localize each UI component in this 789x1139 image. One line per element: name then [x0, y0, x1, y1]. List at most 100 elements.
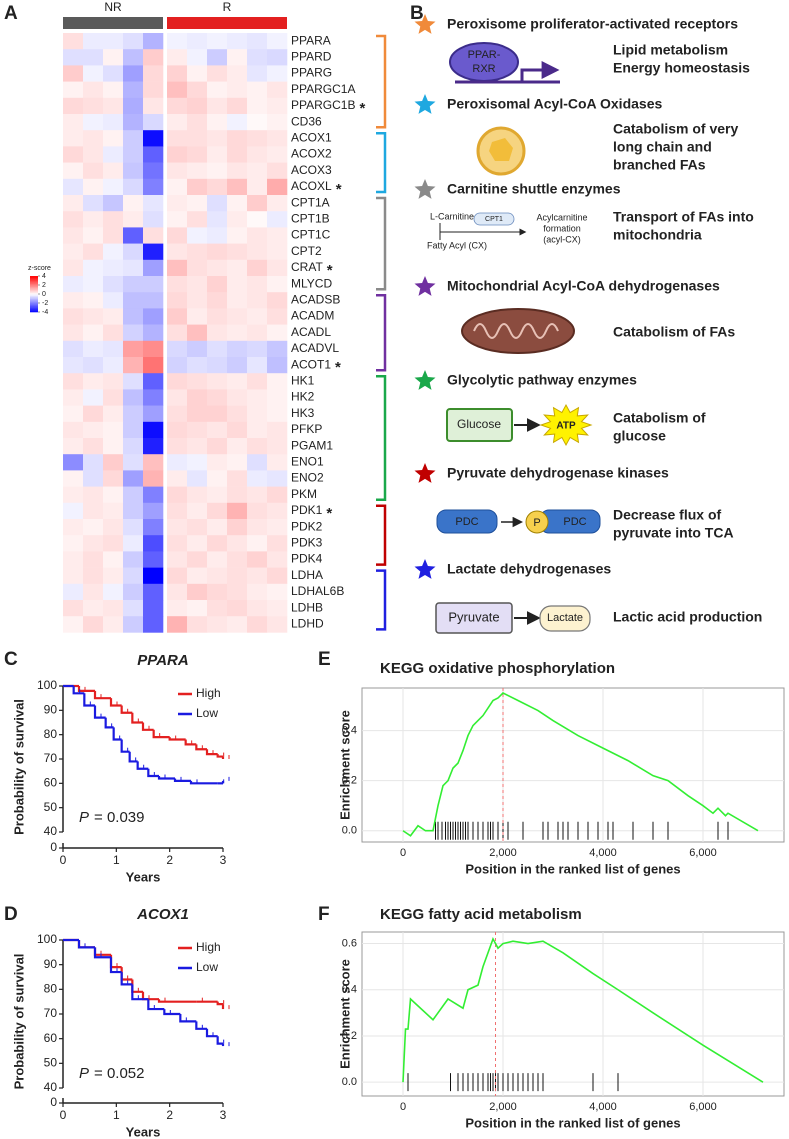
y-tick-label: 0.4 — [342, 984, 357, 996]
y-tick-label: 80 — [44, 982, 58, 996]
heatmap-cell — [83, 114, 104, 131]
heatmap-cell — [103, 421, 124, 439]
heatmap-cell — [207, 178, 228, 196]
heatmap-cell — [83, 292, 104, 309]
heatmap-cell — [103, 81, 124, 99]
heatmap-cell — [187, 470, 208, 487]
heatmap-cell — [207, 600, 228, 617]
heatmap-cell — [103, 551, 124, 568]
heatmap-cell — [143, 551, 164, 568]
heatmap-cell — [207, 340, 228, 358]
heatmap-cell — [227, 130, 248, 147]
colorbar-step — [30, 292, 38, 295]
section-title: Mitochondrial Acyl-CoA dehydrogenases — [447, 278, 720, 294]
colorbar-step — [30, 298, 38, 301]
heatmap-cell — [247, 259, 268, 277]
icon-text: CPT1 — [485, 216, 503, 223]
heatmap-cell — [247, 486, 268, 504]
y-tick-label: 0.2 — [342, 1030, 357, 1042]
survival-step — [168, 737, 186, 741]
heatmap-cell — [247, 243, 268, 261]
heatmap-cell — [167, 340, 188, 358]
heatmap-cell — [207, 502, 228, 520]
heatmap-cell — [123, 600, 144, 617]
heatmap-cell — [83, 421, 104, 439]
survival-step — [216, 1001, 223, 1006]
heatmap-cell — [63, 502, 84, 520]
survival-step — [112, 727, 122, 741]
colorbar-step — [30, 279, 38, 281]
survival-step — [120, 705, 133, 714]
heatmap-cell — [247, 114, 268, 131]
heatmap-cell — [267, 195, 288, 212]
heatmap-cell — [143, 502, 164, 520]
heatmap-cell — [123, 535, 144, 552]
heatmap-cell — [207, 519, 228, 536]
heatmap-cell — [227, 502, 248, 520]
heatmap-cell — [187, 324, 208, 342]
icon-text: Glucose — [457, 417, 501, 431]
row-label: ACOX3 — [291, 163, 332, 177]
heatmap-cell — [267, 227, 288, 244]
heatmap-cell — [83, 81, 104, 99]
heatmap-cell — [63, 195, 84, 212]
heatmap-cell — [227, 276, 248, 293]
heatmap-cell — [123, 81, 144, 99]
heatmap-cell — [227, 616, 248, 633]
heatmap-cell — [143, 470, 164, 487]
heatmap-cell — [103, 405, 124, 423]
heatmap-cell — [143, 373, 164, 390]
heatmap-cell — [267, 583, 288, 601]
heatmap-cell — [167, 567, 188, 585]
row-label: PDK3 — [291, 535, 323, 549]
p-symbol: P — [79, 1065, 89, 1082]
row-group-bracket — [376, 196, 387, 291]
heatmap-cell — [187, 227, 208, 244]
heatmap-cell — [103, 195, 124, 212]
row-annotation: * — [335, 359, 341, 376]
y-tick-label: 40 — [44, 824, 58, 838]
heatmap-cell — [123, 33, 144, 50]
heatmap-cell — [63, 243, 84, 261]
heatmap-cell — [63, 373, 84, 390]
panel-label: B — [410, 3, 424, 24]
heatmap-cell — [103, 292, 124, 309]
heatmap-cell — [103, 486, 124, 504]
heatmap-cell — [143, 276, 164, 293]
heatmap-cell — [103, 340, 124, 358]
legend-label: High — [196, 940, 221, 954]
heatmap-cell — [267, 162, 288, 180]
survival-step — [173, 778, 191, 782]
heatmap-cell — [143, 389, 164, 406]
heatmap-cell — [83, 195, 104, 212]
heatmap-cell — [187, 405, 208, 423]
heatmap-cell — [227, 211, 248, 228]
survival-step — [120, 739, 130, 753]
survival-step — [77, 940, 95, 949]
heatmap-cell — [143, 308, 164, 325]
row-label: PPARD — [291, 49, 332, 63]
p-text: = 0.039 — [94, 809, 144, 826]
row-label: HK2 — [291, 390, 315, 404]
heatmap-cell — [83, 454, 104, 471]
heatmap-cell — [63, 211, 84, 228]
row-label: LDHD — [291, 616, 324, 630]
heatmap-cell — [123, 405, 144, 423]
heatmap-cell — [103, 600, 124, 617]
heatmap-cell — [103, 616, 124, 633]
heatmap-cell — [227, 438, 248, 455]
heatmap-cell — [267, 49, 288, 66]
heatmap-cell — [83, 486, 104, 504]
heatmap-cell — [83, 438, 104, 455]
panel-label: C — [4, 649, 18, 670]
heatmap-cell — [187, 178, 208, 196]
section-description: Catabolism of FAs — [613, 324, 735, 340]
survival-step — [93, 690, 111, 700]
heatmap-cell — [123, 616, 144, 633]
heatmap-cell — [207, 130, 228, 147]
heatmap-cell — [227, 243, 248, 261]
colorbar-step — [30, 277, 38, 280]
y-axis-label: Probability of survival — [11, 699, 26, 835]
heatmap-cell — [247, 600, 268, 617]
colorbar-step — [30, 295, 38, 298]
